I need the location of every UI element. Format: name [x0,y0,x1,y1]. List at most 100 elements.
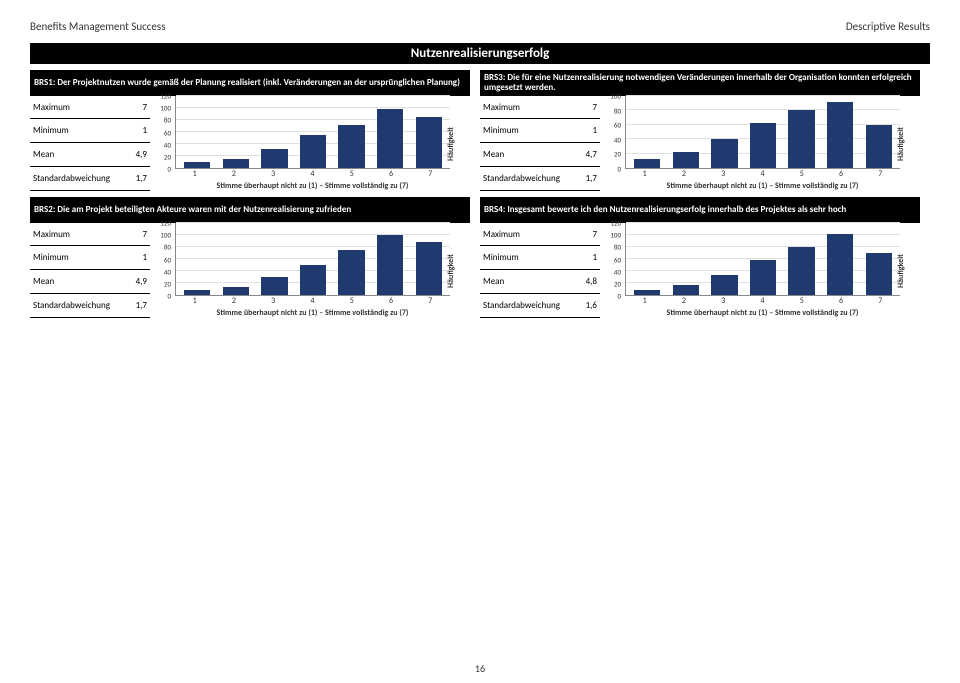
bar-column [861,223,896,295]
table-row: Minimum1 [480,246,600,270]
bar-column [784,96,819,168]
table-cell: Minimum [480,119,579,143]
bar [223,287,249,295]
bar-column [180,96,215,168]
bar [711,139,737,168]
chart: 0204060801001234567Stimme überhaupt nich… [603,96,920,191]
bar [261,277,287,295]
table-cell: Maximum [480,223,579,246]
bar-column [295,223,330,295]
bar-column [823,96,858,168]
bar [827,102,853,168]
bar-column [411,223,446,295]
y-tick: 40 [614,136,621,143]
table-row: Mean4,9 [30,270,150,294]
bar-column [630,96,665,168]
table-cell: 7 [579,223,600,246]
x-tick: 5 [784,169,820,179]
x-tick: 3 [705,169,741,179]
table-row: Minimum1 [480,119,600,143]
table-cell: 4,7 [579,143,600,167]
bar-column [257,223,292,295]
table-row: Maximum7 [480,223,600,246]
bar [184,162,210,168]
table-row: Standardabweichung1,7 [30,294,150,318]
chart: 0204060801001201234567Stimme überhaupt n… [153,223,470,318]
panel-brs4: BRS4: Insgesamt bewerte ich den Nutzenre… [480,197,920,318]
y-tick: 40 [164,268,171,275]
table-cell: 4,8 [579,270,600,294]
y-tick: 80 [164,244,171,251]
x-axis-label: Stimme überhaupt nicht zu (1) – Stimme v… [175,308,450,318]
bars [626,96,900,168]
bar [300,135,326,168]
table-cell: Maximum [480,96,579,119]
table-cell: 1,7 [129,167,150,191]
bar [788,110,814,168]
panel-brs3: BRS3: Die für eine Nutzenrealisierung no… [480,70,920,191]
table-cell: Mean [480,143,579,167]
x-tick: 5 [334,169,370,179]
bar-column [784,223,819,295]
x-tick: 2 [666,169,702,179]
bar [261,149,287,168]
table-cell: Standardabweichung [30,294,129,318]
table-cell: Mean [30,143,129,167]
bar [634,159,660,168]
bar [416,242,442,295]
bar-column [373,223,408,295]
y-tick: 20 [614,280,621,287]
x-tick: 4 [295,169,331,179]
table-row: Minimum1 [30,246,150,270]
x-axis-ticks: 1234567 [175,296,450,306]
x-tick: 7 [412,169,448,179]
panel-title: BRS3: Die für eine Nutzenrealisierung no… [480,70,920,96]
panel-brs1: BRS1: Der Projektnutzen wurde gemäß der … [30,70,470,191]
y-tick: 20 [164,280,171,287]
table-cell: Mean [30,270,129,294]
bar [184,290,210,295]
bar-column [668,223,703,295]
table-row: Maximum7 [30,96,150,119]
section-title: Nutzenrealisierungserfolg [30,43,930,64]
chart-plot [625,223,900,296]
bar-column [334,96,369,168]
table-row: Maximum7 [480,96,600,119]
x-tick: 7 [862,296,898,306]
panel-body: Maximum7Minimum1Mean4,8Standardabweichun… [480,223,920,318]
table-cell: 1,7 [579,167,600,191]
chart: 0204060801001201234567Stimme überhaupt n… [153,96,470,191]
bar [866,253,892,295]
table-row: Standardabweichung1,7 [480,167,600,191]
bars [626,223,900,295]
bar-column [257,96,292,168]
y-axis-ticks: 020406080100120 [153,96,173,169]
x-axis-ticks: 1234567 [175,169,450,179]
bar [377,235,403,295]
chart-plot [175,223,450,296]
table-cell: Standardabweichung [30,167,129,191]
bar-column [707,223,742,295]
x-tick: 4 [745,169,781,179]
bar-column [180,223,215,295]
bar [750,123,776,168]
bar-column [373,96,408,168]
table-row: Mean4,8 [480,270,600,294]
x-tick: 6 [823,169,859,179]
y-tick: 100 [610,93,621,100]
table-row: Standardabweichung1,6 [480,294,600,318]
y-tick: 0 [167,166,171,173]
x-tick: 1 [177,169,213,179]
x-tick: 7 [862,169,898,179]
table-row: Minimum1 [30,119,150,143]
x-tick: 2 [666,296,702,306]
table-cell: 1,6 [579,294,600,318]
bar [300,265,326,295]
panel-brs2: BRS2: Die am Projekt beteiligten Akteure… [30,197,470,318]
bar [223,159,249,168]
table-cell: 1,7 [129,294,150,318]
table-row: Maximum7 [30,223,150,246]
table-cell: Minimum [30,119,129,143]
table-cell: 4,9 [129,143,150,167]
bars [176,223,450,295]
